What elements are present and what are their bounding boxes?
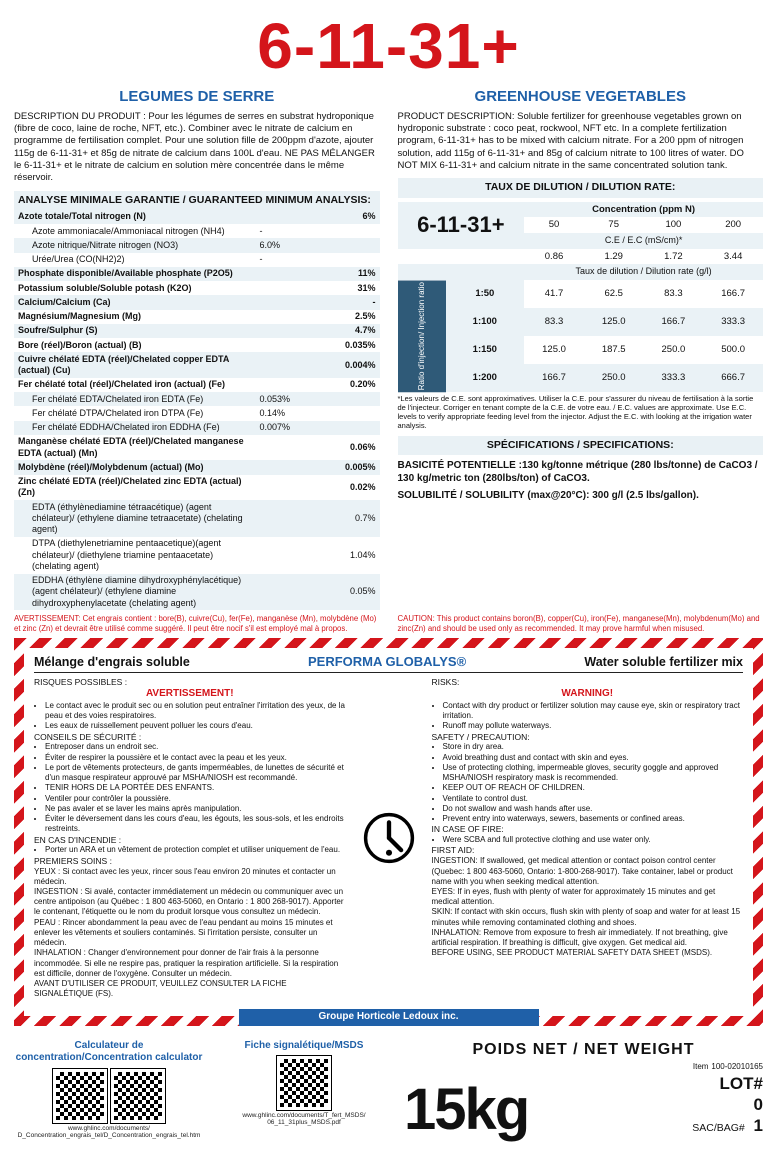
company-footer: Groupe Horticole Ledoux inc. bbox=[238, 1009, 538, 1026]
conc-header: Concentration (ppm N) bbox=[524, 202, 763, 218]
haz-brand: PERFORMA GLOBALYS® bbox=[308, 654, 466, 670]
haz-title-en: Water soluble fertilizer mix bbox=[584, 655, 743, 671]
haz-col-en: RISKS: WARNING! Contact with dry product… bbox=[432, 677, 744, 999]
item-refs: Item 100-02010165 LOT# 0 SAC/BAG# 1 bbox=[692, 1060, 763, 1137]
product-title: 6-11-31+ bbox=[14, 6, 763, 86]
hazard-panel: Mélange d'engrais soluble PERFORMA GLOBA… bbox=[14, 638, 763, 1026]
net-weight-label: POIDS NET / NET WEIGHT bbox=[472, 1040, 694, 1060]
spec-line-1: BASICITÉ POTENTIELLE :130 kg/tonne métri… bbox=[398, 459, 764, 485]
calc-block: Calculateur de concentration/Concentrati… bbox=[14, 1040, 204, 1139]
warning-fr: AVERTISSEMENT! bbox=[34, 688, 346, 701]
haz-title-fr: Mélange d'engrais soluble bbox=[34, 655, 190, 671]
analysis-heading: ANALYSE MINIMALE GARANTIE / GUARANTEED M… bbox=[14, 191, 380, 210]
en-heading: GREENHOUSE VEGETABLES bbox=[398, 88, 764, 107]
qr-code-icon bbox=[277, 1056, 331, 1110]
net-weight: 15kg bbox=[404, 1084, 528, 1136]
fr-description: DESCRIPTION DU PRODUIT : Pour les légume… bbox=[14, 111, 380, 185]
fr-heading: LEGUMES DE SERRE bbox=[14, 88, 380, 107]
caution-en: CAUTION: This product contains boron(B),… bbox=[398, 614, 764, 633]
haz-col-fr: RISQUES POSSIBLES : AVERTISSEMENT! Le co… bbox=[34, 677, 346, 999]
analysis-table: Azote totale/Total nitrogen (N)6%Azote a… bbox=[14, 210, 380, 611]
dilution-note: *Les valeurs de C.E. sont approximatives… bbox=[398, 394, 764, 430]
spec-line-2: SOLUBILITÉ / SOLUBILITY (max@20°C): 300 … bbox=[398, 489, 764, 502]
spec-heading: SPÉCIFICATIONS / SPECIFICATIONS: bbox=[398, 436, 764, 455]
en-description: PRODUCT DESCRIPTION: Soluble fertilizer … bbox=[398, 111, 764, 173]
dilution-heading: TAUX DE DILUTION / DILUTION RATE: bbox=[398, 178, 764, 197]
msds-block: Fiche signalétique/MSDS www.ghlinc.com/d… bbox=[214, 1040, 394, 1127]
caution-fr: AVERTISSEMENT: Cet engrais contient : bo… bbox=[14, 614, 380, 633]
warning-en: WARNING! bbox=[432, 688, 744, 701]
dilution-table: 6-11-31+Concentration (ppm N) 5075100200… bbox=[398, 202, 764, 392]
hazard-icon bbox=[360, 677, 418, 999]
qr-code-icon bbox=[53, 1069, 107, 1123]
qr-code-icon bbox=[111, 1069, 165, 1123]
dilution-product: 6-11-31+ bbox=[398, 202, 525, 249]
